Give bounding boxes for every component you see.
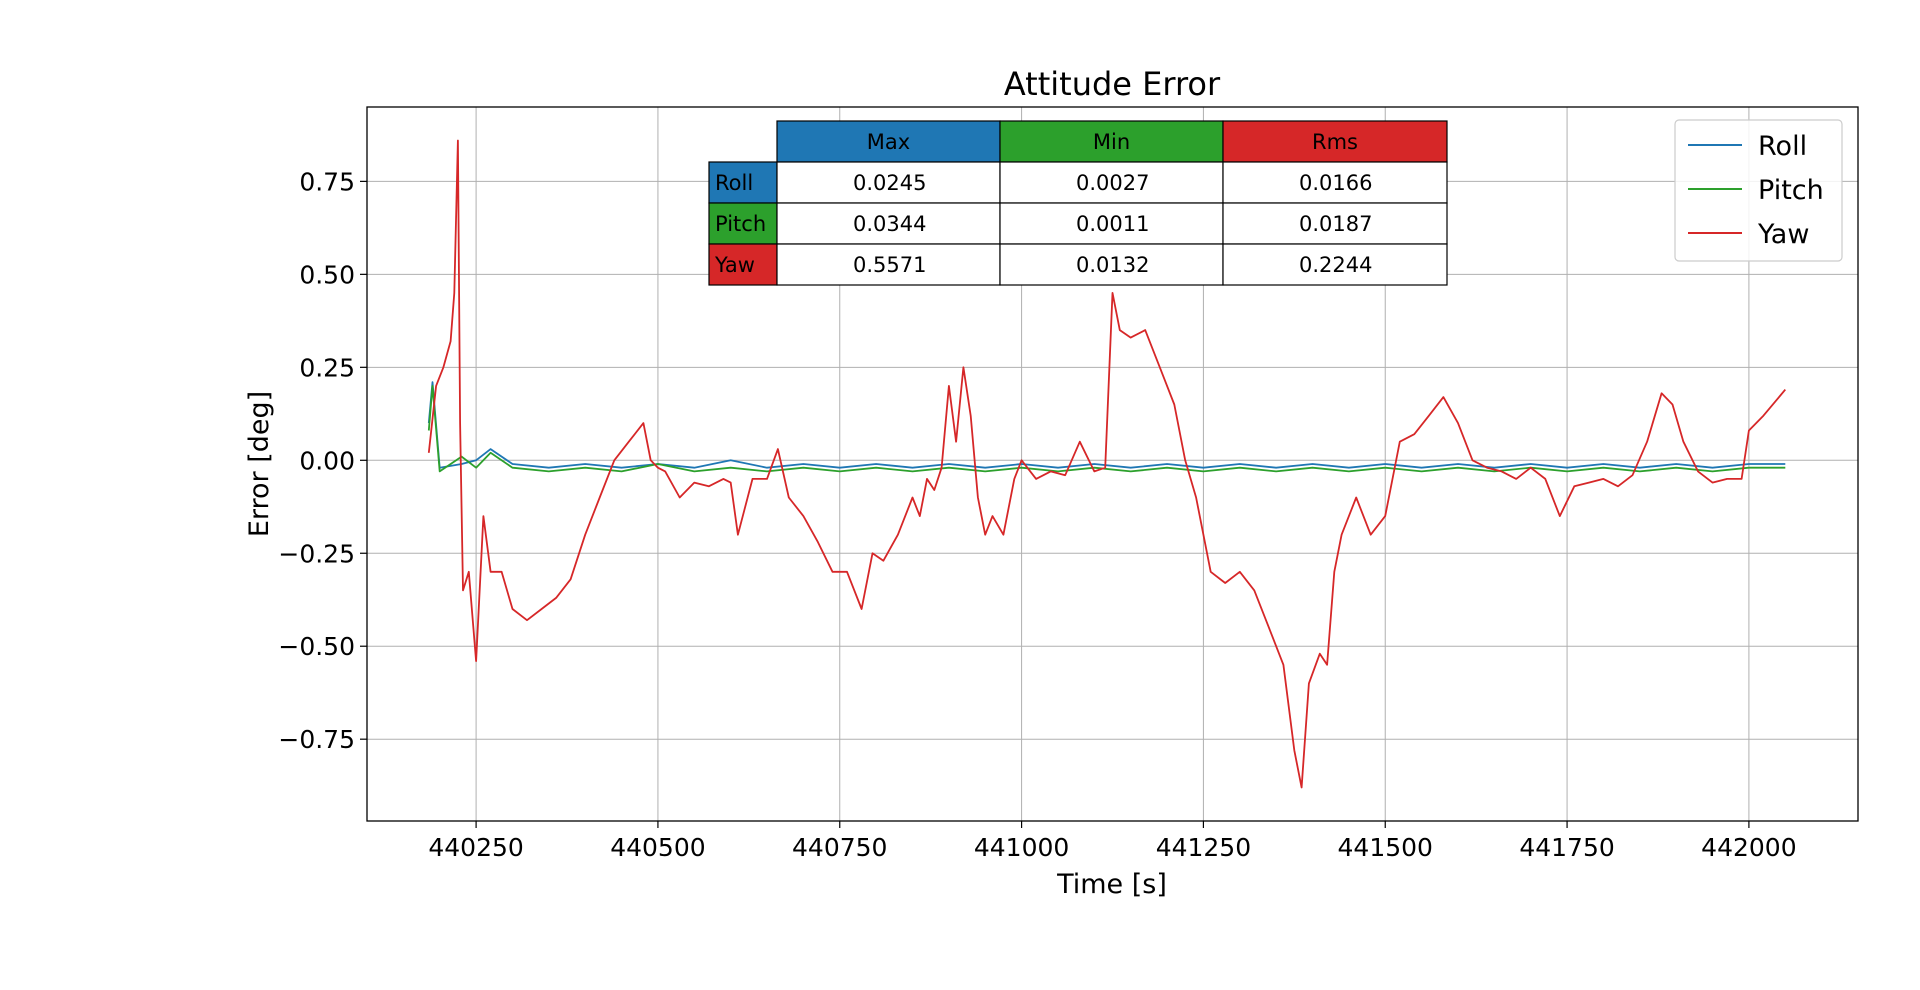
table-row-label-cell — [708, 243, 778, 286]
y-tick-label: 0.25 — [299, 353, 355, 382]
table-cell-value: 0.0166 — [1299, 171, 1372, 195]
y-tick-label: 0.75 — [299, 167, 355, 196]
table-row-label: Roll — [715, 171, 753, 195]
table-cell — [1222, 202, 1448, 245]
table-row-label-cell — [708, 161, 778, 204]
legend-box — [1674, 119, 1843, 262]
y-tick-label: 0.50 — [299, 260, 355, 289]
legend-label: Roll — [1758, 131, 1807, 162]
legend-label: Yaw — [1757, 219, 1809, 250]
table-cell-value: 0.5571 — [853, 253, 926, 277]
stats-table: Max Min Rms Roll 0.0245 0.0027 0.0166 Pitch 0.03… — [708, 120, 1448, 286]
y-tick-label: −0.75 — [278, 725, 355, 754]
table-cell-value: 0.0245 — [853, 171, 926, 195]
x-tick-label: 441000 — [974, 833, 1069, 862]
table-cell-value: 0.0132 — [1076, 253, 1149, 277]
series-line-yaw — [427, 139, 1786, 789]
table-header-cell — [999, 120, 1224, 163]
x-tick-label: 441750 — [1519, 833, 1614, 862]
table-cell-value: 0.0027 — [1076, 171, 1149, 195]
y-tick-label: −0.50 — [278, 632, 355, 661]
x-tick-label: 440250 — [428, 833, 523, 862]
y-tick-label: 0.00 — [299, 446, 355, 475]
plot-frame — [366, 106, 1859, 822]
x-tick-label: 441250 — [1156, 833, 1251, 862]
table-cell-value: 0.0187 — [1299, 212, 1372, 236]
y-axis-label: Error [deg] — [244, 391, 275, 537]
table-cell-value: 0.2244 — [1299, 253, 1372, 277]
series-line-pitch — [427, 384, 1786, 473]
series-line-roll — [427, 381, 1786, 469]
table-row-label: Yaw — [714, 253, 755, 277]
x-axis-ticks: 440250 440500 440750 441000 441250 441500 4417… — [428, 821, 1797, 862]
x-tick-label: 442000 — [1701, 833, 1796, 862]
table-cell — [776, 161, 1001, 204]
table-header-label: Min — [1093, 130, 1130, 154]
table-cell-value: 0.0011 — [1076, 212, 1149, 236]
table-header-label: Rms — [1312, 130, 1358, 154]
y-axis-ticks: 0.75 0.50 0.25 0.00 −0.25 −0.50 −0.75 — [278, 167, 367, 754]
table-cell — [776, 243, 1001, 286]
table-cell — [1222, 243, 1448, 286]
x-tick-label: 441500 — [1338, 833, 1433, 862]
table-header-cell — [1222, 120, 1448, 163]
x-tick-label: 440500 — [610, 833, 705, 862]
legend: Roll Pitch Yaw — [1674, 119, 1843, 262]
chart-title: Attitude Error — [1004, 65, 1221, 103]
table-cell — [1222, 161, 1448, 204]
table-row-label: Pitch — [715, 212, 766, 236]
y-tick-label: −0.25 — [278, 539, 355, 568]
series-layer — [427, 139, 1786, 789]
table-cell — [999, 243, 1224, 286]
x-axis-label: Time [s] — [1056, 869, 1167, 900]
legend-label: Pitch — [1758, 175, 1824, 206]
table-cell-value: 0.0344 — [853, 212, 926, 236]
x-tick-label: 440750 — [792, 833, 887, 862]
table-header-label: Max — [867, 130, 910, 154]
